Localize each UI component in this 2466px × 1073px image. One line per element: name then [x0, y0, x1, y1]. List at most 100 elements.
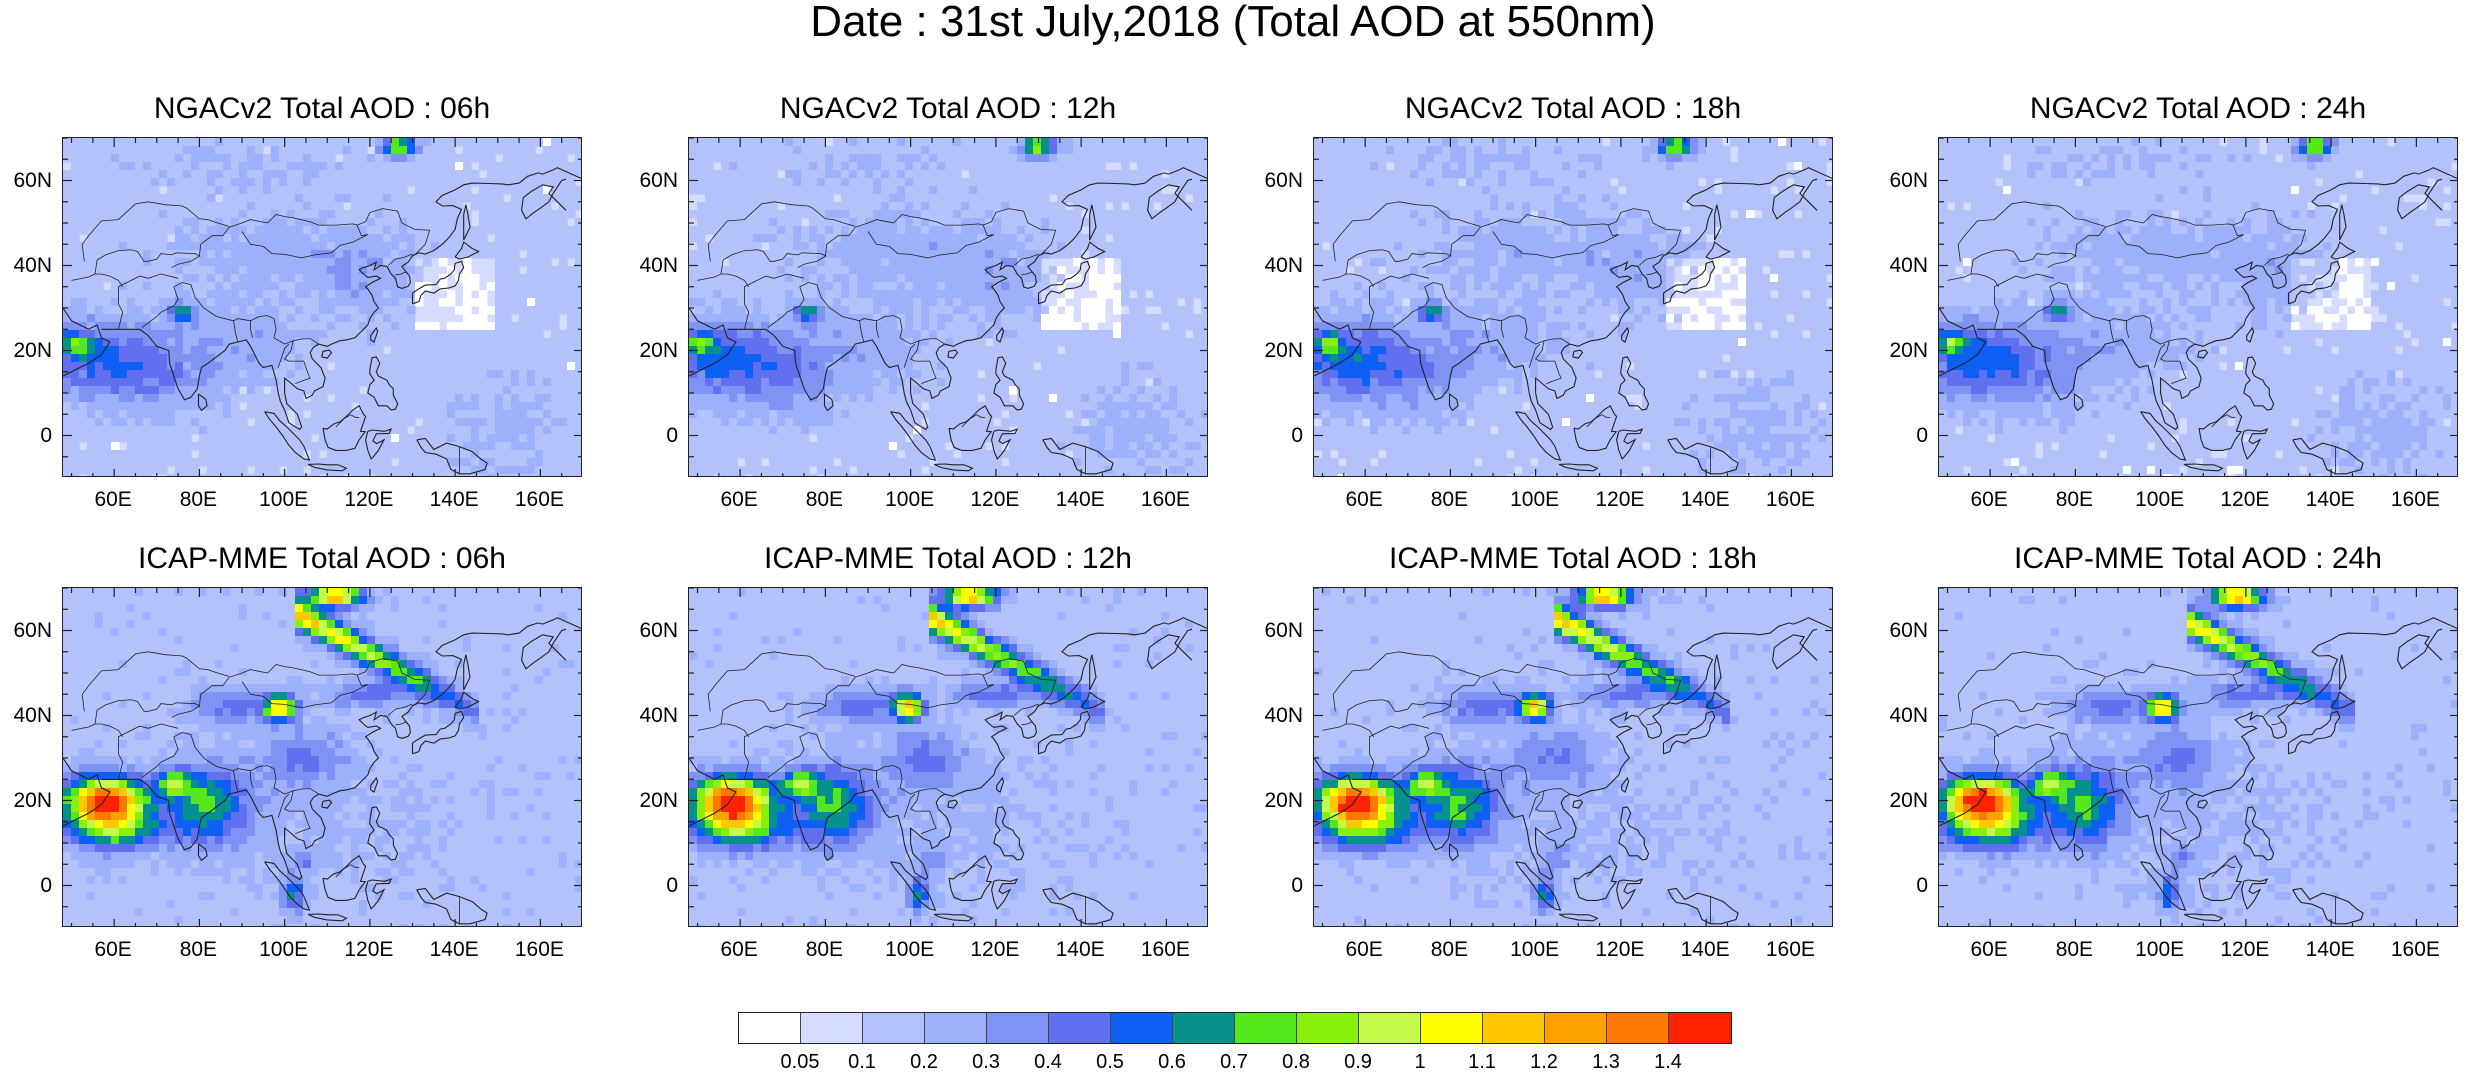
latitude-label: 60N [1263, 170, 1303, 191]
latitude-label: 60N [1263, 620, 1303, 641]
aod-map-panel [688, 587, 1208, 927]
latitude-label: 60N [12, 620, 52, 641]
longitude-label: 100E [880, 489, 940, 510]
latitude-label: 60N [12, 170, 52, 191]
longitude-label: 60E [1334, 489, 1394, 510]
colorbar-swatch [1669, 1013, 1731, 1043]
colorbar-tick-label: 1.1 [1452, 1052, 1512, 1072]
aod-map [63, 588, 582, 927]
longitude-label: 80E [1419, 489, 1479, 510]
colorbar-swatch [1297, 1013, 1359, 1043]
colorbar [738, 1012, 1732, 1044]
longitude-label: 60E [1959, 489, 2019, 510]
longitude-label: 140E [424, 489, 484, 510]
panel-title: NGACv2 Total AOD : 18h [1313, 94, 1833, 124]
longitude-label: 160E [1760, 489, 1820, 510]
longitude-label: 80E [1419, 939, 1479, 960]
colorbar-tick-label: 1.4 [1638, 1052, 1698, 1072]
aod-map-panel [1313, 587, 1833, 927]
latitude-label: 0 [1263, 425, 1303, 446]
aod-map [63, 138, 582, 477]
longitude-label: 100E [2130, 489, 2190, 510]
latitude-label: 40N [12, 705, 52, 726]
colorbar-swatch [1545, 1013, 1607, 1043]
panel-title: NGACv2 Total AOD : 06h [62, 94, 582, 124]
panel-title: ICAP-MME Total AOD : 06h [62, 544, 582, 574]
longitude-label: 120E [2215, 939, 2275, 960]
latitude-label: 60N [1888, 170, 1928, 191]
colorbar-swatch [1173, 1013, 1235, 1043]
panel-title: NGACv2 Total AOD : 24h [1938, 94, 2458, 124]
longitude-label: 80E [2044, 489, 2104, 510]
longitude-label: 60E [1959, 939, 2019, 960]
colorbar-swatch [801, 1013, 863, 1043]
latitude-label: 20N [1263, 790, 1303, 811]
latitude-label: 20N [1888, 340, 1928, 361]
longitude-label: 100E [254, 939, 314, 960]
longitude-label: 60E [1334, 939, 1394, 960]
colorbar-swatch [863, 1013, 925, 1043]
latitude-label: 0 [638, 425, 678, 446]
longitude-label: 80E [2044, 939, 2104, 960]
longitude-label: 140E [1050, 939, 1110, 960]
colorbar-tick-label: 1.2 [1514, 1052, 1574, 1072]
longitude-label: 80E [794, 489, 854, 510]
latitude-label: 20N [1263, 340, 1303, 361]
panel-title: ICAP-MME Total AOD : 12h [688, 544, 1208, 574]
longitude-label: 160E [2385, 489, 2445, 510]
longitude-label: 140E [424, 939, 484, 960]
longitude-label: 120E [965, 939, 1025, 960]
colorbar-tick-label: 1.3 [1576, 1052, 1636, 1072]
aod-map [1314, 588, 1833, 927]
aod-map-panel [1938, 137, 2458, 477]
longitude-label: 120E [1590, 489, 1650, 510]
colorbar-swatch [1049, 1013, 1111, 1043]
latitude-label: 40N [1888, 255, 1928, 276]
colorbar-tick-label: 0.9 [1328, 1052, 1388, 1072]
latitude-label: 60N [1888, 620, 1928, 641]
aod-map [1939, 138, 2458, 477]
latitude-label: 20N [638, 790, 678, 811]
latitude-label: 0 [1888, 875, 1928, 896]
latitude-label: 20N [638, 340, 678, 361]
latitude-label: 40N [12, 255, 52, 276]
colorbar-tick-label: 0.6 [1142, 1052, 1202, 1072]
latitude-label: 0 [1263, 875, 1303, 896]
colorbar-tick-label: 0.3 [956, 1052, 1016, 1072]
colorbar-swatch [1359, 1013, 1421, 1043]
longitude-label: 160E [509, 939, 569, 960]
colorbar-tick-label: 0.05 [770, 1052, 830, 1072]
latitude-label: 60N [638, 620, 678, 641]
longitude-label: 160E [1760, 939, 1820, 960]
longitude-label: 100E [880, 939, 940, 960]
longitude-label: 160E [509, 489, 569, 510]
panel-title: ICAP-MME Total AOD : 24h [1938, 544, 2458, 574]
colorbar-swatch [1421, 1013, 1483, 1043]
latitude-label: 20N [1888, 790, 1928, 811]
longitude-label: 80E [168, 489, 228, 510]
colorbar-tick-label: 0.1 [832, 1052, 892, 1072]
colorbar-swatch [1607, 1013, 1669, 1043]
longitude-label: 100E [2130, 939, 2190, 960]
longitude-label: 60E [83, 939, 143, 960]
latitude-label: 40N [638, 255, 678, 276]
longitude-label: 120E [2215, 489, 2275, 510]
latitude-label: 0 [12, 875, 52, 896]
longitude-label: 120E [965, 489, 1025, 510]
latitude-label: 0 [638, 875, 678, 896]
latitude-label: 20N [12, 790, 52, 811]
aod-map-panel [688, 137, 1208, 477]
longitude-label: 160E [2385, 939, 2445, 960]
panel-title: ICAP-MME Total AOD : 18h [1313, 544, 1833, 574]
latitude-label: 60N [638, 170, 678, 191]
longitude-label: 80E [794, 939, 854, 960]
longitude-label: 140E [1675, 489, 1735, 510]
longitude-label: 140E [1050, 489, 1110, 510]
colorbar-swatch [987, 1013, 1049, 1043]
aod-map-panel [1313, 137, 1833, 477]
colorbar-tick-label: 0.8 [1266, 1052, 1326, 1072]
latitude-label: 40N [638, 705, 678, 726]
colorbar-swatch [1111, 1013, 1173, 1043]
longitude-label: 160E [1135, 939, 1195, 960]
longitude-label: 60E [709, 489, 769, 510]
